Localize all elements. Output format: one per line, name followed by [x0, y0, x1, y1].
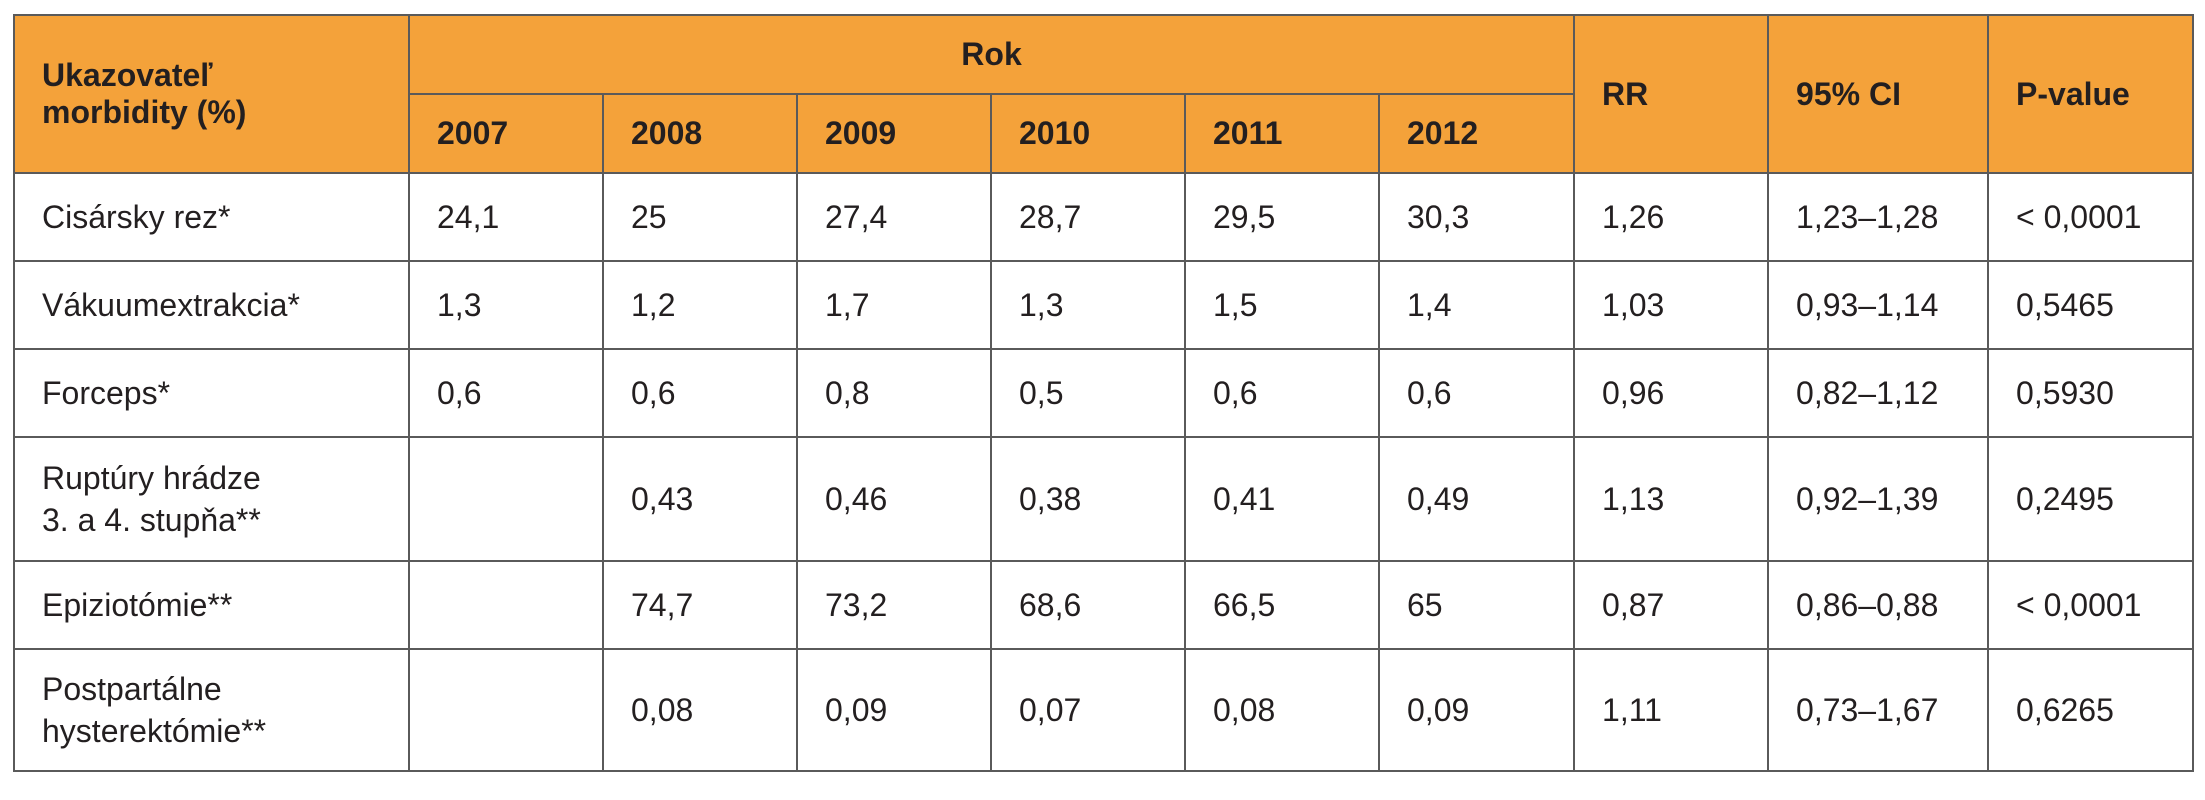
ci-cell: 0,73–1,67	[1767, 648, 1990, 772]
year-value-cell: 0,43	[602, 436, 798, 562]
pvalue-cell: 0,5465	[1987, 260, 2195, 350]
year-value-cell: 74,7	[602, 560, 798, 650]
year-value-cell: 0,8	[796, 348, 992, 438]
row-label-line: hysterektómie**	[42, 713, 267, 749]
rr-cell: 1,13	[1573, 436, 1770, 562]
ci-cell: 1,23–1,28	[1767, 172, 1990, 262]
rr-cell: 1,26	[1573, 172, 1770, 262]
row-label-line: Ruptúry hrádze	[42, 460, 261, 496]
table-row: Postpartálne hysterektómie** 0,08 0,09 0,07 0…	[13, 648, 2195, 772]
ci-cell: 0,92–1,39	[1767, 436, 1990, 562]
row-label-line: 3. a 4. stupňa**	[42, 502, 261, 538]
pvalue-cell: 0,6265	[1987, 648, 2195, 772]
table-row: Ruptúry hrádze 3. a 4. stupňa** 0,43 0,46 0,…	[13, 436, 2195, 562]
header-indicator-line-2: morbidity (%)	[42, 94, 247, 130]
row-label-line: Epiziotómie**	[42, 587, 233, 623]
year-value-cell	[408, 560, 604, 650]
header-year: 2011	[1184, 93, 1380, 174]
year-value-cell: 30,3	[1377, 172, 1576, 262]
year-value-cell: 27,4	[796, 172, 992, 262]
year-value-cell: 0,08	[1184, 648, 1380, 772]
row-label-line: Vákuumextrakcia*	[42, 287, 300, 323]
ci-cell: 0,82–1,12	[1767, 348, 1990, 438]
pvalue-cell: < 0,0001	[1987, 560, 2195, 650]
year-value-cell: 0,08	[602, 648, 798, 772]
rr-cell: 0,96	[1573, 348, 1770, 438]
header-year-group: Rok	[407, 14, 1576, 95]
rr-cell: 1,03	[1573, 260, 1770, 350]
header-pvalue: P-value	[1987, 14, 2195, 174]
year-value-cell: 68,6	[990, 560, 1186, 650]
row-label-line: Postpartálne	[42, 671, 222, 707]
year-value-cell: 1,4	[1377, 260, 1576, 350]
year-value-cell: 24,1	[408, 172, 604, 262]
year-value-cell: 0,07	[990, 648, 1186, 772]
row-label-line: Cisársky rez*	[42, 199, 231, 235]
table-row: Forceps* 0,6 0,6 0,8 0,5 0,6 0,6 0,96 0,82–1,12 0…	[13, 348, 2195, 438]
header-rr: RR	[1573, 14, 1770, 174]
year-value-cell: 25	[602, 172, 798, 262]
table-row: Epiziotómie** 74,7 73,2 68,6 66,5 65 0,87 0,86–…	[13, 560, 2195, 650]
year-value-cell: 65	[1377, 560, 1576, 650]
year-value-cell: 1,7	[796, 260, 992, 350]
year-value-cell: 1,3	[408, 260, 604, 350]
year-value-cell: 1,2	[602, 260, 798, 350]
ci-cell: 0,93–1,14	[1767, 260, 1990, 350]
row-label: Cisársky rez*	[13, 172, 410, 262]
year-value-cell: 0,09	[1377, 648, 1576, 772]
row-label: Forceps*	[13, 348, 410, 438]
year-value-cell: 28,7	[990, 172, 1186, 262]
year-value-cell: 0,6	[1377, 348, 1576, 438]
rr-cell: 1,11	[1573, 648, 1770, 772]
row-label: Ruptúry hrádze 3. a 4. stupňa**	[13, 436, 410, 562]
morbidity-table: Ukazovateľ morbidity (%) Rok RR 95% CI P…	[13, 14, 2195, 772]
year-value-cell: 0,46	[796, 436, 992, 562]
table-row: Vákuumextrakcia* 1,3 1,2 1,7 1,3 1,5 1,4 1,03 0,…	[13, 260, 2195, 350]
year-value-cell: 0,49	[1377, 436, 1576, 562]
year-value-cell: 0,09	[796, 648, 992, 772]
row-label: Postpartálne hysterektómie**	[13, 648, 410, 772]
header-ci: 95% CI	[1767, 14, 1990, 174]
year-value-cell: 0,5	[990, 348, 1186, 438]
row-label: Epiziotómie**	[13, 560, 410, 650]
header-indicator: Ukazovateľ morbidity (%)	[13, 14, 410, 174]
ci-cell: 0,86–0,88	[1767, 560, 1990, 650]
year-value-cell: 0,6	[1184, 348, 1380, 438]
year-value-cell: 29,5	[1184, 172, 1380, 262]
row-label-line: Forceps*	[42, 375, 171, 411]
year-value-cell	[408, 648, 604, 772]
year-value-cell: 1,3	[990, 260, 1186, 350]
year-value-cell: 0,38	[990, 436, 1186, 562]
year-value-cell: 0,41	[1184, 436, 1380, 562]
table-row: Cisársky rez* 24,1 25 27,4 28,7 29,5 30,3 1,26 1…	[13, 172, 2195, 262]
year-value-cell: 66,5	[1184, 560, 1380, 650]
pvalue-cell: 0,2495	[1987, 436, 2195, 562]
header-year: 2012	[1377, 93, 1576, 174]
header-year: 2009	[796, 93, 992, 174]
year-value-cell: 73,2	[796, 560, 992, 650]
year-value-cell: 0,6	[602, 348, 798, 438]
rr-cell: 0,87	[1573, 560, 1770, 650]
year-value-cell: 1,5	[1184, 260, 1380, 350]
header-indicator-line-1: Ukazovateľ	[42, 57, 213, 93]
header-year: 2007	[408, 93, 604, 174]
header-year: 2008	[602, 93, 798, 174]
year-value-cell: 0,6	[408, 348, 604, 438]
year-value-cell	[408, 436, 604, 562]
row-label: Vákuumextrakcia*	[13, 260, 410, 350]
header-year: 2010	[990, 93, 1186, 174]
pvalue-cell: < 0,0001	[1987, 172, 2195, 262]
pvalue-cell: 0,5930	[1987, 348, 2195, 438]
